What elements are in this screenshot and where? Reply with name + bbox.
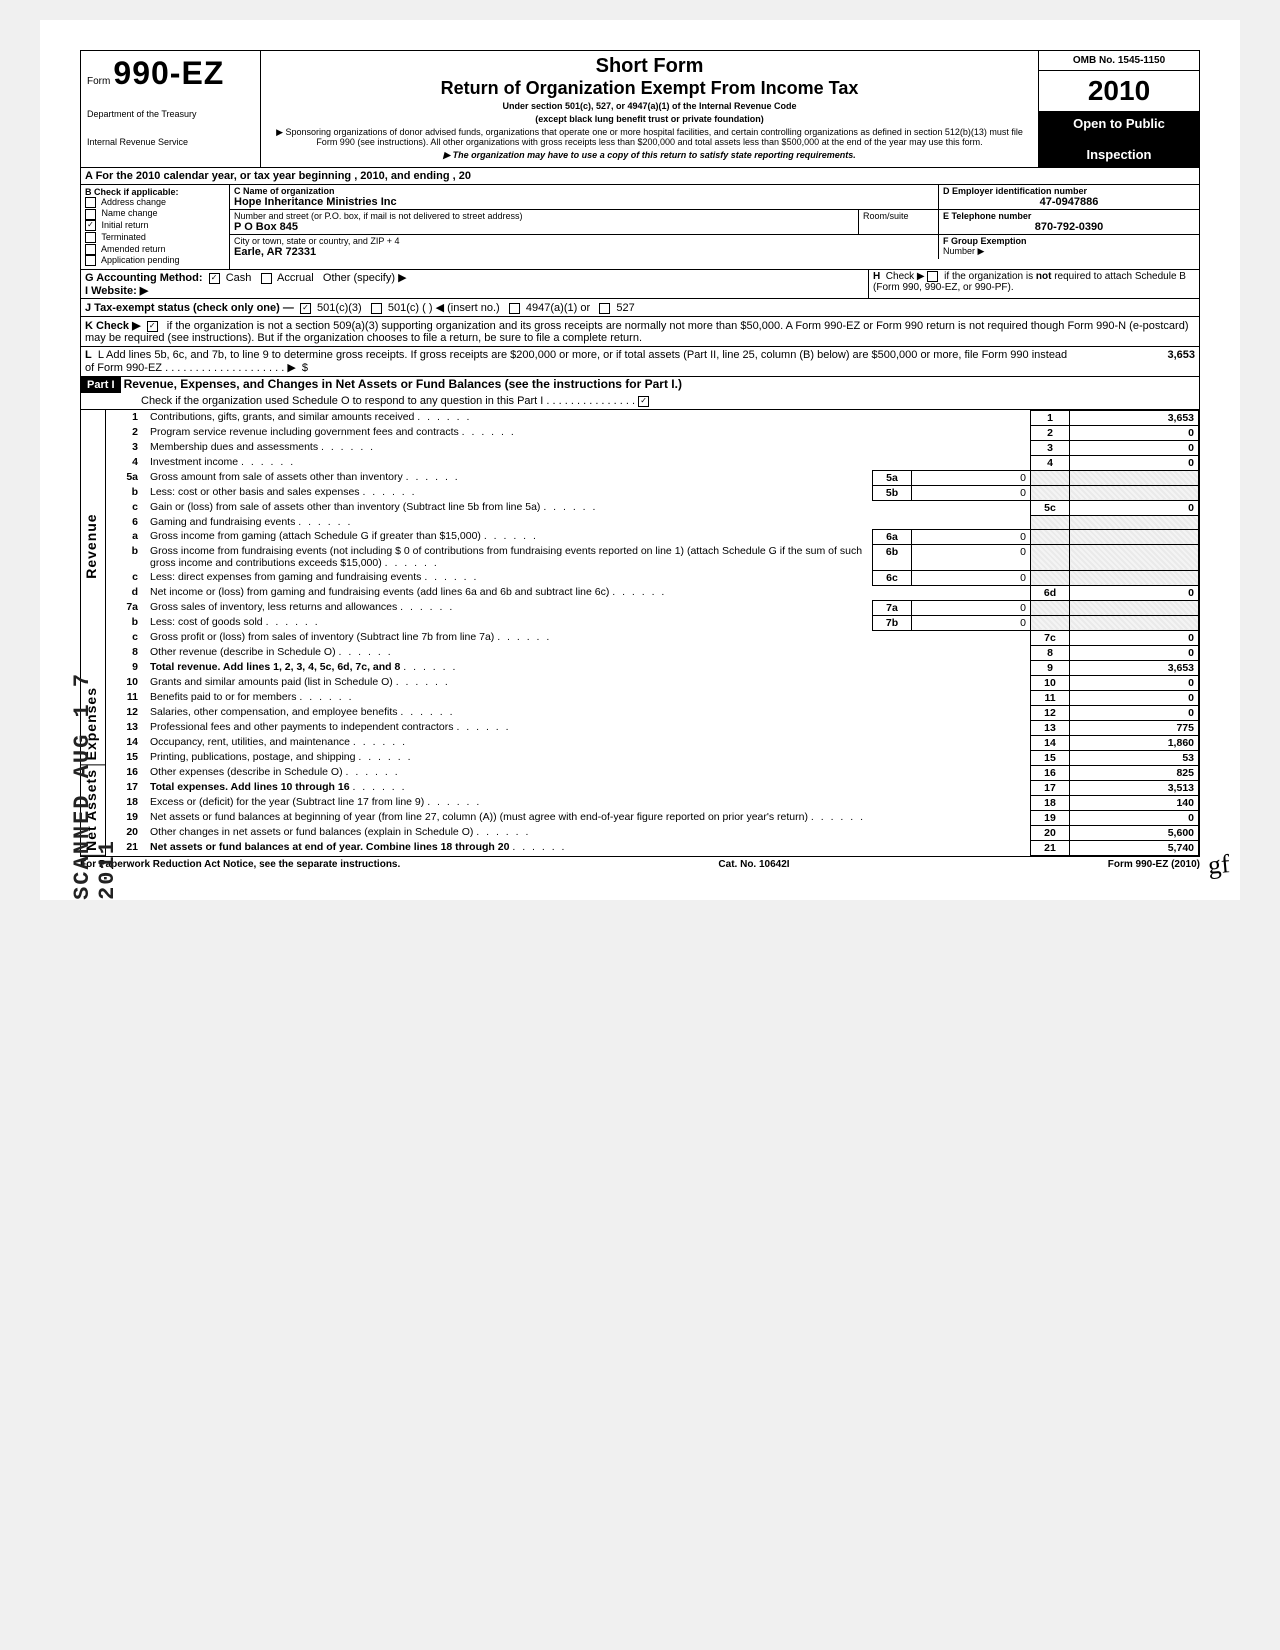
b-item: ✓ Initial return: [85, 220, 225, 232]
omb-number: OMB No. 1545-1150: [1073, 55, 1165, 66]
j-4947-checkbox[interactable]: [509, 303, 520, 314]
j-501c3-checkbox[interactable]: ✓: [300, 303, 311, 314]
f-label: F Group Exemption: [943, 236, 1195, 246]
bcdef-block: B Check if applicable: Address change Na…: [80, 185, 1200, 270]
footer: For Paperwork Reduction Act Notice, see …: [80, 859, 1200, 870]
dept-treasury: Department of the Treasury: [87, 110, 254, 120]
part1-title: Revenue, Expenses, and Changes in Net As…: [124, 377, 682, 391]
form-number: 990-EZ: [113, 55, 224, 91]
b-checkbox[interactable]: [85, 244, 96, 255]
b-checkbox[interactable]: [85, 232, 96, 243]
room-label: Room/suite: [863, 211, 934, 221]
accrual-label: Accrual: [277, 272, 314, 284]
j-501c-checkbox[interactable]: [371, 303, 382, 314]
k-checkbox[interactable]: ✓: [147, 321, 158, 332]
section-b: B Check if applicable: Address change Na…: [81, 185, 230, 269]
form-header: Form 990-EZ Department of the Treasury I…: [80, 50, 1200, 168]
line-a-text: A For the 2010 calendar year, or tax yea…: [81, 168, 1199, 184]
part1-checkbox[interactable]: ✓: [638, 396, 649, 407]
initials-signature: gf: [1207, 849, 1231, 881]
footer-right: Form 990-EZ (2010): [1108, 859, 1200, 870]
lines-block: Revenue Expenses Net Assets 1Contributio…: [80, 410, 1200, 857]
j-line: J Tax-exempt status (check only one) — ✓…: [80, 299, 1200, 317]
phone: 870-792-0390: [943, 221, 1195, 233]
right-header-boxes: OMB No. 1545-1150 2010 Open to PublicIns…: [1039, 51, 1199, 167]
received-stamp: SCANNED AUG 1 7 2011: [70, 640, 120, 900]
subtitle-1: Under section 501(c), 527, or 4947(a)(1)…: [269, 101, 1030, 112]
form-prefix: Form: [87, 76, 110, 87]
title-return: Return of Organization Exempt From Incom…: [269, 78, 1030, 99]
l-value: 3,653: [1075, 349, 1195, 374]
part1-check-text: Check if the organization used Schedule …: [141, 395, 543, 407]
f-label2: Number ▶: [943, 246, 1195, 257]
form-id-box: Form 990-EZ Department of the Treasury I…: [81, 51, 261, 167]
line-a: A For the 2010 calendar year, or tax yea…: [80, 168, 1200, 185]
street-label: Number and street (or P.O. box, if mail …: [234, 211, 854, 221]
k-text: if the organization is not a section 509…: [85, 320, 1188, 344]
b-item: Terminated: [85, 232, 225, 244]
h-checkbox[interactable]: [927, 271, 938, 282]
b-item: Name change: [85, 208, 225, 220]
footer-mid: Cat. No. 10642I: [718, 859, 789, 870]
cash-checkbox[interactable]: ✓: [209, 273, 220, 284]
open-to-public: Open to PublicInspection: [1039, 112, 1199, 167]
other-label: Other (specify) ▶: [323, 272, 407, 284]
footer-left: For Paperwork Reduction Act Notice, see …: [80, 859, 400, 870]
tax-year: 2010: [1088, 75, 1150, 107]
part1-label: Part I: [81, 377, 121, 393]
b-header: B Check if applicable:: [85, 187, 225, 197]
form-page: Form 990-EZ Department of the Treasury I…: [40, 20, 1240, 900]
cash-label: Cash: [226, 272, 252, 284]
lines-table: 1Contributions, gifts, grants, and simil…: [106, 410, 1199, 856]
k-line: K Check ▶ ✓ if the organization is not a…: [80, 317, 1200, 347]
city-label: City or town, state or country, and ZIP …: [234, 236, 934, 246]
b-item: Amended return: [85, 244, 225, 256]
subtitle-2: (except black lung benefit trust or priv…: [269, 114, 1030, 125]
g-label: G Accounting Method:: [85, 272, 203, 284]
accrual-checkbox[interactable]: [261, 273, 272, 284]
b-checkbox[interactable]: [85, 255, 96, 266]
j-label: J Tax-exempt status (check only one) —: [85, 302, 294, 314]
b-item: Application pending: [85, 255, 225, 267]
title-short-form: Short Form: [269, 55, 1030, 78]
subtitle-4: ▶ The organization may have to use a cop…: [269, 150, 1030, 161]
l-text: L L Add lines 5b, 6c, and 7b, to line 9 …: [85, 349, 1075, 374]
city: Earle, AR 72331: [234, 246, 934, 258]
l-line: L L Add lines 5b, 6c, and 7b, to line 9 …: [80, 347, 1200, 377]
street: P O Box 845: [234, 221, 854, 233]
i-label: I Website: ▶: [85, 285, 148, 297]
d-label: D Employer identification number: [943, 186, 1195, 196]
b-checkbox[interactable]: [85, 197, 96, 208]
b-checkbox[interactable]: ✓: [85, 220, 96, 231]
gih-block: G Accounting Method: ✓ Cash Accrual Othe…: [80, 270, 1200, 299]
b-checkbox-list: Address change Name change✓ Initial retu…: [85, 197, 225, 267]
subtitle-3: ▶ Sponsoring organizations of donor advi…: [269, 127, 1030, 149]
org-name: Hope Inheritance Ministries Inc: [234, 196, 934, 208]
b-item: Address change: [85, 197, 225, 209]
dept-irs: Internal Revenue Service: [87, 138, 254, 148]
j-527-checkbox[interactable]: [599, 303, 610, 314]
k-label: K Check ▶: [85, 320, 141, 332]
c-label: C Name of organization: [234, 186, 934, 196]
e-label: E Telephone number: [943, 211, 1195, 221]
ein: 47-0947886: [943, 196, 1195, 208]
title-box: Short Form Return of Organization Exempt…: [261, 51, 1039, 167]
part1-header-row: Part I Revenue, Expenses, and Changes in…: [80, 377, 1200, 410]
b-checkbox[interactable]: [85, 209, 96, 220]
